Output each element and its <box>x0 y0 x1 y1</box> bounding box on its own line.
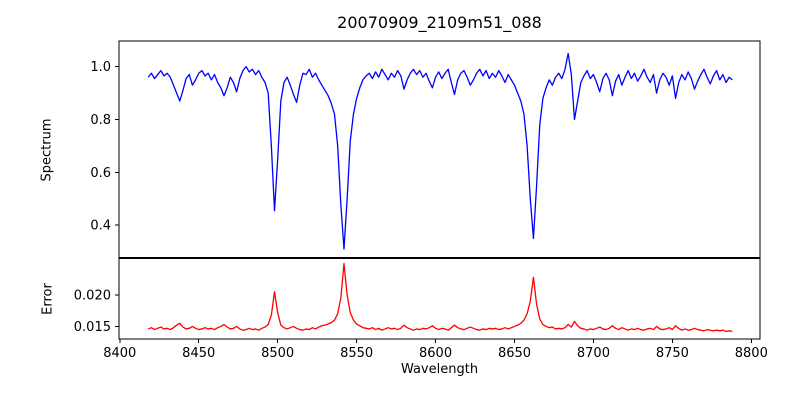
spectrum-line <box>147 52 733 250</box>
error-line <box>147 262 733 333</box>
x-tick-label: 8550 <box>340 346 373 361</box>
x-tick-label: 8400 <box>103 346 136 361</box>
x-tick-label: 8450 <box>182 346 215 361</box>
y-axis-label-error: Error <box>40 283 56 315</box>
x-tick-label: 8800 <box>735 346 768 361</box>
y-tick-label-spectrum: 1.0 <box>90 60 111 75</box>
x-tick-label: 8500 <box>261 346 294 361</box>
panel-frame-error <box>118 258 761 340</box>
y-tick-label-error: 0.020 <box>74 288 111 303</box>
y-tick-label-spectrum: 0.6 <box>90 166 111 181</box>
x-axis-label: Wavelength <box>400 362 479 377</box>
panel-frame-spectrum <box>118 40 761 258</box>
y-tick-label-error: 0.015 <box>74 320 111 335</box>
x-tick-label: 8600 <box>419 346 452 361</box>
chart-title: 20070909_2109m51_088 <box>337 13 542 32</box>
y-tick-label-spectrum: 0.8 <box>90 113 111 128</box>
y-tick-label-spectrum: 0.4 <box>90 219 111 234</box>
x-tick-label: 8650 <box>498 346 531 361</box>
y-axis-label-spectrum: Spectrum <box>39 118 55 182</box>
x-tick-label: 8750 <box>656 346 689 361</box>
x-tick-label: 8700 <box>577 346 610 361</box>
